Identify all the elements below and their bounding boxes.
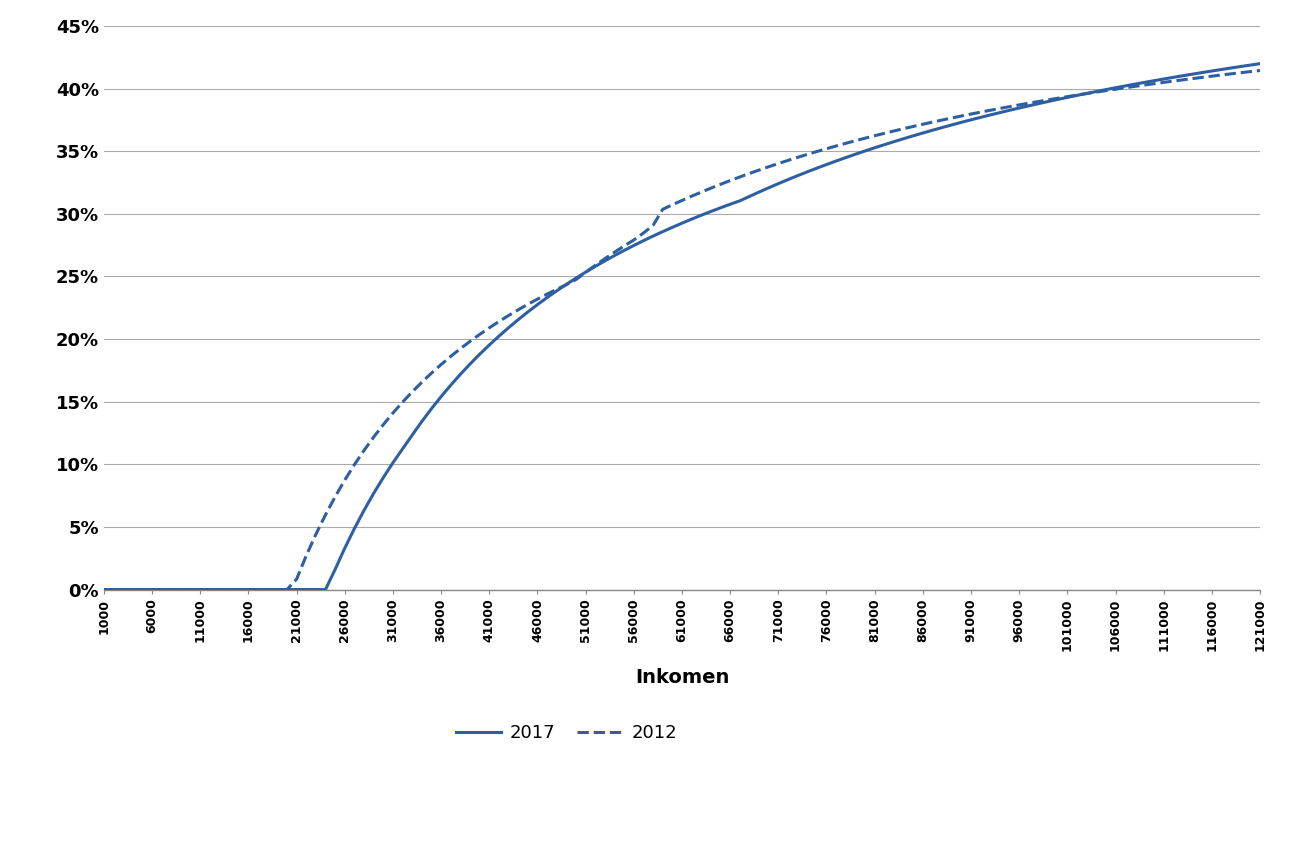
2012 xyxy=(366,432,382,442)
2012 xyxy=(96,584,112,595)
2012 xyxy=(1176,75,1191,85)
2017 xyxy=(1176,70,1191,81)
2017 xyxy=(818,160,834,170)
2017 xyxy=(96,584,112,595)
2017 xyxy=(587,261,603,271)
2017 xyxy=(212,584,227,595)
Line: 2012: 2012 xyxy=(104,70,1260,590)
X-axis label: Inkomen: Inkomen xyxy=(635,668,729,687)
Line: 2017: 2017 xyxy=(104,63,1260,590)
2017 xyxy=(877,140,892,150)
2012 xyxy=(1252,65,1268,75)
Legend: 2017, 2012: 2017, 2012 xyxy=(448,717,685,750)
2012 xyxy=(877,128,892,139)
2012 xyxy=(212,584,227,595)
2012 xyxy=(587,260,603,271)
2012 xyxy=(818,144,834,154)
2017 xyxy=(366,488,382,499)
2017 xyxy=(1252,58,1268,68)
